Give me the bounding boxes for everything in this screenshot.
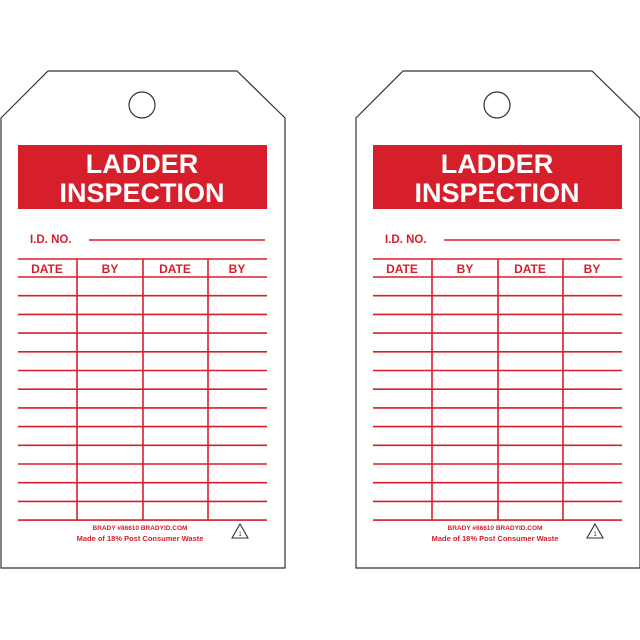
- recycle-icon: 1: [586, 522, 604, 539]
- inspection-tag-left: LADDER INSPECTION I.D. NO. DATE BY DATE BY …: [0, 0, 290, 640]
- column-header: DATE: [159, 262, 191, 276]
- column-header: BY: [457, 262, 474, 276]
- title-banner: [18, 145, 267, 209]
- id-label: I.D. NO.: [30, 234, 72, 246]
- recycle-icon: 1: [231, 522, 249, 539]
- recycled-content-note: Made of 18% Post Consumer Waste: [77, 534, 204, 543]
- title-line2: INSPECTION: [59, 178, 224, 208]
- column-header: DATE: [31, 262, 63, 276]
- title-banner: [373, 145, 622, 209]
- recycled-content-note: Made of 18% Post Consumer Waste: [432, 534, 559, 543]
- grommet-hole: [483, 91, 511, 119]
- column-header: BY: [102, 262, 119, 276]
- brand-footer: BRADY #86610 BRADYID.COM: [448, 525, 543, 532]
- inspection-tag-right: LADDER INSPECTION I.D. NO. DATE BY DATE BY …: [355, 0, 640, 640]
- id-label: I.D. NO.: [385, 234, 427, 246]
- brand-footer: BRADY #86610 BRADYID.COM: [93, 525, 188, 532]
- svg-text:1: 1: [238, 532, 242, 538]
- title-line1: LADDER: [86, 149, 199, 179]
- title-line2: INSPECTION: [414, 178, 579, 208]
- title-line1: LADDER: [441, 149, 554, 179]
- svg-text:1: 1: [593, 532, 597, 538]
- column-header: BY: [584, 262, 601, 276]
- column-header: DATE: [386, 262, 418, 276]
- column-header: BY: [229, 262, 246, 276]
- grommet-hole: [128, 91, 156, 119]
- column-header: DATE: [514, 262, 546, 276]
